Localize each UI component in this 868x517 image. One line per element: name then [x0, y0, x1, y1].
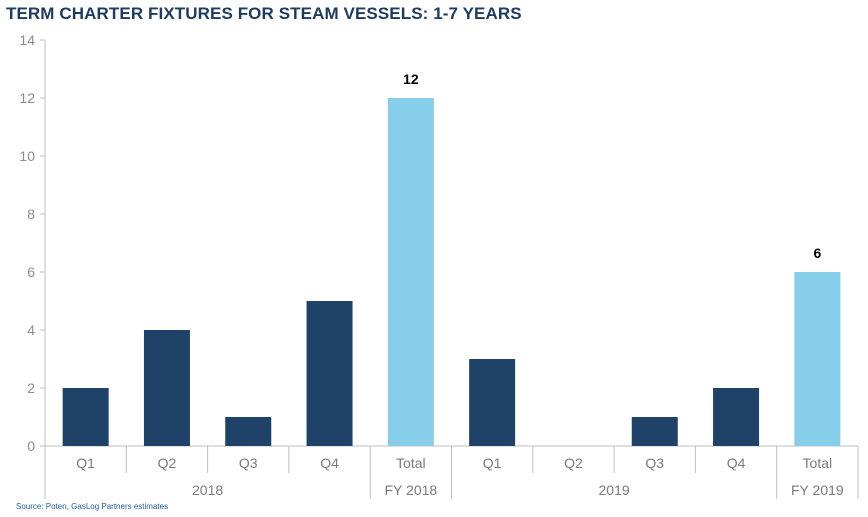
category-label: Total: [396, 455, 426, 471]
category-label: Q3: [239, 455, 258, 471]
bar: [143, 330, 190, 446]
category-label: Total: [803, 455, 833, 471]
group-label: FY 2019: [791, 482, 844, 498]
data-label: 12: [403, 71, 419, 87]
y-tick-label: 4: [27, 322, 35, 338]
category-label: Q4: [727, 455, 746, 471]
category-label: Q4: [320, 455, 339, 471]
bar: [469, 359, 516, 446]
y-tick-label: 12: [19, 90, 35, 106]
category-label: Q1: [76, 455, 95, 471]
bar: [62, 388, 109, 446]
group-label: FY 2018: [385, 482, 438, 498]
category-label: Q2: [564, 455, 583, 471]
data-label: 6: [813, 245, 821, 261]
category-label: Q1: [483, 455, 502, 471]
y-tick-label: 6: [27, 264, 35, 280]
labels: Q1 Q2 Q3 Q4 12 Total Q1 Q2 Q3 Q4 6 Total 2018 FY 2018…: [76, 71, 844, 498]
category-label: Q3: [645, 455, 664, 471]
y-tick-label: 2: [27, 380, 35, 396]
category-label: Q2: [158, 455, 177, 471]
bars: [62, 98, 841, 446]
bar: [387, 98, 434, 446]
chart-title: TERM CHARTER FIXTURES FOR STEAM VESSELS:…: [6, 4, 522, 23]
bar: [306, 301, 353, 446]
bar: [225, 417, 272, 446]
y-tick-label: 0: [27, 438, 35, 454]
source-note: Source: Poten, GasLog Partners estimates: [16, 502, 169, 511]
y-tick-label: 8: [27, 206, 35, 222]
bar: [631, 417, 678, 446]
bar: [794, 272, 841, 446]
y-tick-label: 10: [19, 148, 35, 164]
group-label: 2019: [599, 482, 630, 498]
y-tick-label: 14: [19, 32, 35, 48]
group-label: 2018: [192, 482, 223, 498]
bar: [713, 388, 760, 446]
